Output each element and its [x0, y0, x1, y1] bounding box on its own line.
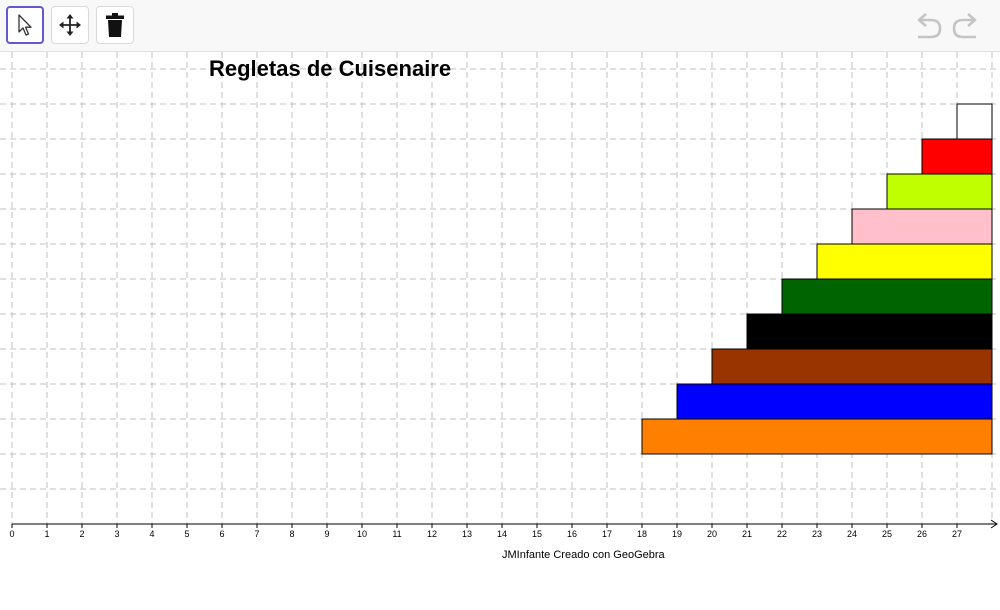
toolbar: [0, 0, 1000, 52]
x-tick-label: 26: [917, 529, 927, 539]
x-tick-label: 27: [952, 529, 962, 539]
x-tick-label: 23: [812, 529, 822, 539]
x-tick-label: 8: [289, 529, 294, 539]
x-tick-label: 3: [114, 529, 119, 539]
page-title: Regletas de Cuisenaire: [209, 56, 452, 81]
x-tick-label: 1: [44, 529, 49, 539]
x-tick-label: 9: [324, 529, 329, 539]
rod-dark-green[interactable]: [781, 278, 993, 315]
x-tick-label: 22: [777, 529, 787, 539]
rod-yellow[interactable]: [816, 243, 993, 280]
x-tick-label: 7: [254, 529, 259, 539]
x-tick-label: 14: [497, 529, 507, 539]
rod-black[interactable]: [746, 313, 993, 350]
x-tick-label: 18: [637, 529, 647, 539]
x-tick-label: 21: [742, 529, 752, 539]
rod-brown[interactable]: [711, 348, 993, 385]
x-tick-label: 5: [184, 529, 189, 539]
x-tick-label: 12: [427, 529, 437, 539]
select-tool-button[interactable]: [6, 6, 44, 44]
rod-pink[interactable]: [851, 208, 993, 245]
move-arrows-icon: [59, 14, 81, 36]
x-tick-label: 19: [672, 529, 682, 539]
trash-icon: [106, 13, 124, 37]
x-tick-label: 10: [357, 529, 367, 539]
x-axis-arrow: [990, 519, 998, 529]
x-tick-label: 11: [392, 529, 401, 539]
x-tick-label: 15: [532, 529, 542, 539]
redo-button[interactable]: [951, 12, 981, 40]
move-tool-button[interactable]: [51, 6, 89, 44]
undo-icon: [917, 13, 942, 39]
x-tick-label: 0: [9, 529, 14, 539]
graphics-view[interactable]: 0 1 2 3 4 5 6 7 8 9 10 11 12 13 14 15 16 17 18 19 20 21 22 23 24…: [0, 52, 1000, 610]
x-tick-label: 2: [79, 529, 84, 539]
pointer-arrow-icon: [18, 14, 32, 36]
rod-red[interactable]: [921, 138, 993, 175]
x-axis: 0 1 2 3 4 5 6 7 8 9 10 11 12 13 14 15 16 17 18 19 20 21 22 23 24…: [9, 519, 998, 539]
x-tick-label: 17: [602, 529, 612, 539]
delete-tool-button[interactable]: [96, 6, 134, 44]
rod-orange[interactable]: [641, 418, 993, 455]
rod-white[interactable]: [956, 103, 993, 140]
x-tick-label: 6: [219, 529, 224, 539]
redo-icon: [952, 13, 977, 39]
undo-button[interactable]: [913, 12, 943, 40]
x-tick-label: 16: [567, 529, 577, 539]
x-tick-label: 24: [847, 529, 857, 539]
credit-text: JMInfante Creado con GeoGebra: [502, 549, 665, 561]
rod-light-green[interactable]: [886, 173, 993, 210]
cuisenaire-rods: [641, 103, 993, 455]
x-tick-label: 4: [149, 529, 154, 539]
x-tick-label: 25: [882, 529, 892, 539]
x-tick-label: 20: [707, 529, 717, 539]
x-tick-label: 13: [462, 529, 472, 539]
rod-blue[interactable]: [676, 383, 993, 420]
